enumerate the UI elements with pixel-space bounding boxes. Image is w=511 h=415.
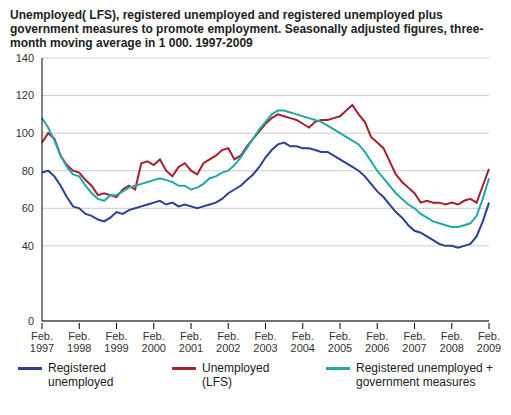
svg-text:Feb.2007: Feb.2007 <box>402 330 426 354</box>
svg-text:Feb.1999: Feb.1999 <box>104 330 128 354</box>
svg-text:Feb.2003: Feb.2003 <box>253 330 277 354</box>
svg-text:0: 0 <box>28 315 34 327</box>
svg-text:Feb.2009: Feb.2009 <box>477 330 501 354</box>
svg-text:Feb.2008: Feb.2008 <box>440 330 464 354</box>
svg-text:60: 60 <box>22 202 34 214</box>
svg-text:80: 80 <box>22 165 34 177</box>
svg-text:Feb.1997: Feb.1997 <box>30 330 54 354</box>
html-text:Registered unemployed: Registered unemployed <box>48 361 114 389</box>
svg-text:140: 140 <box>16 52 34 64</box>
svg-text:Feb.2006: Feb.2006 <box>365 330 389 354</box>
svg-text:40: 40 <box>22 240 34 252</box>
svg-text:Feb.2000: Feb.2000 <box>142 330 166 354</box>
html-text:Unemployed (LFS): Unemployed (LFS) <box>202 361 270 389</box>
svg-text:120: 120 <box>16 89 34 101</box>
svg-text:Feb.1998: Feb.1998 <box>67 330 91 354</box>
svg-text:Feb.2004: Feb.2004 <box>291 330 315 354</box>
svg-text:100: 100 <box>16 127 34 139</box>
svg-text:Feb.2005: Feb.2005 <box>328 330 352 354</box>
svg-text:Feb.2002: Feb.2002 <box>216 330 240 354</box>
html-text:Registered unemployed + govern: Registered unemployed + government measu… <box>356 361 494 389</box>
svg-text:Feb.2001: Feb.2001 <box>179 330 203 354</box>
html-text:Unemployed( LFS), registered u: Unemployed( LFS), registered unemployed … <box>10 8 484 50</box>
